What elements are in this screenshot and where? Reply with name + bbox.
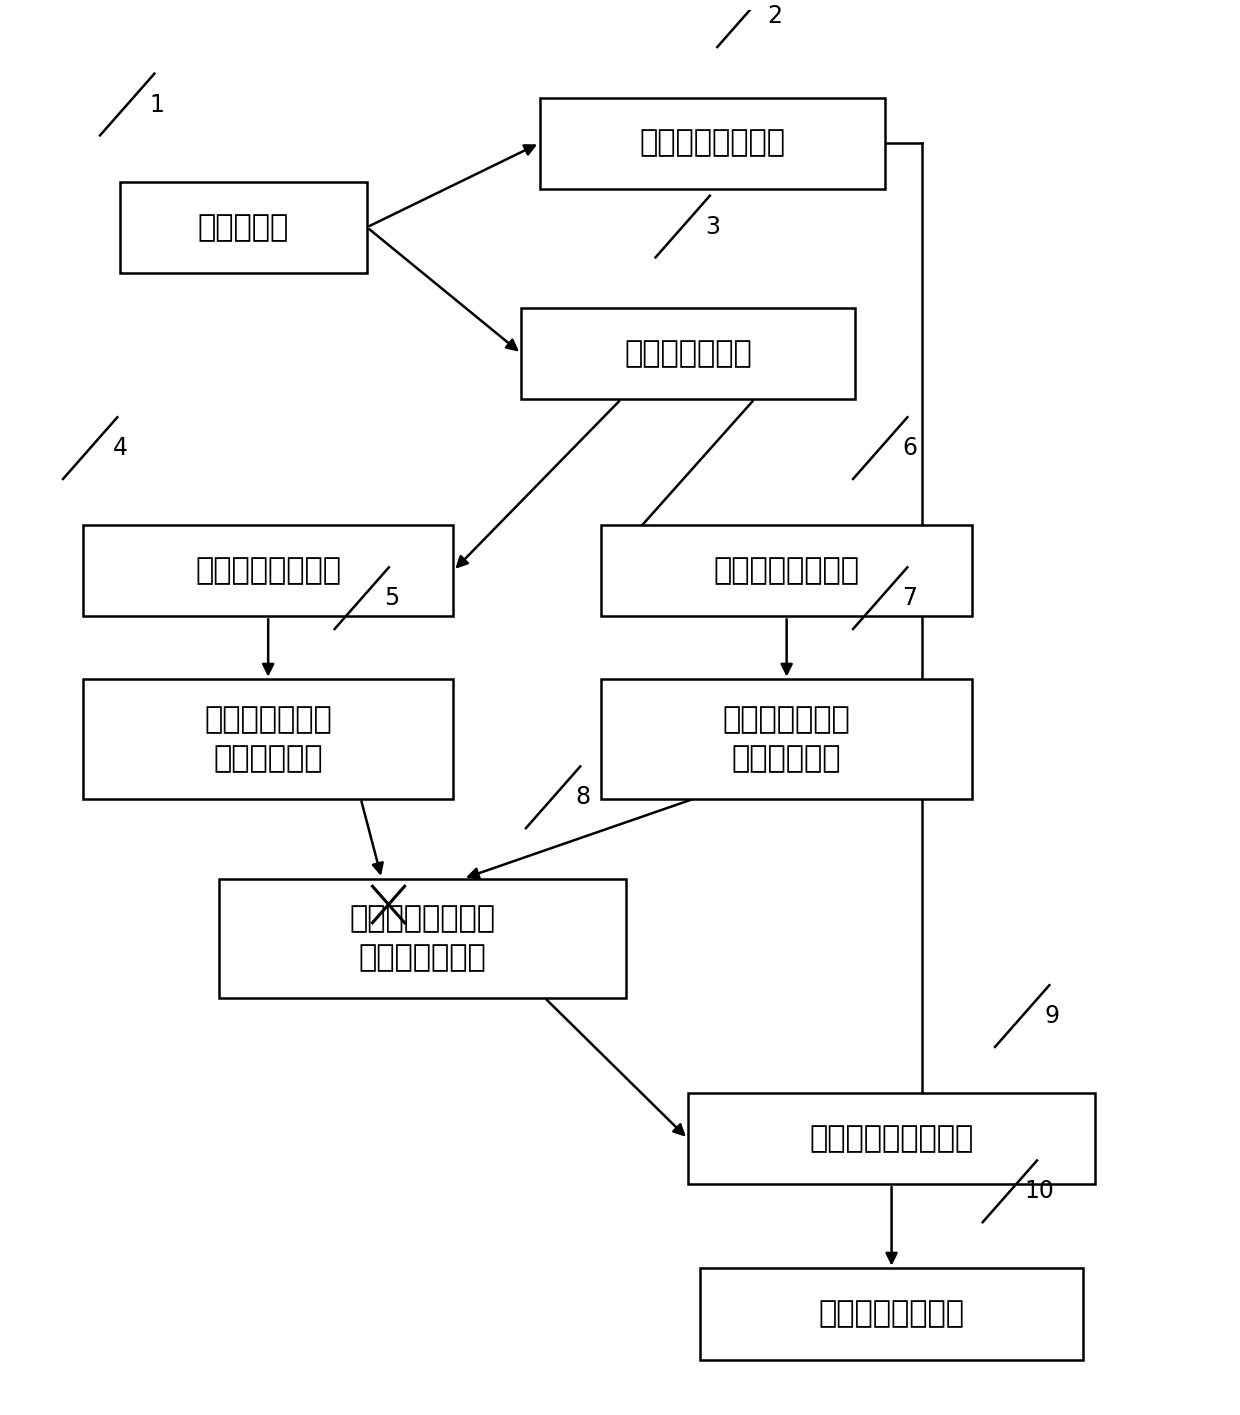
Text: 第二离差绝对值
集合计算模块: 第二离差绝对值 集合计算模块 xyxy=(723,706,851,773)
Text: 2: 2 xyxy=(766,4,781,28)
Text: 相对能量值计算模块: 相对能量值计算模块 xyxy=(810,1125,973,1153)
Bar xyxy=(83,679,454,798)
Bar xyxy=(701,1268,1083,1360)
Text: 4: 4 xyxy=(113,436,128,460)
Text: 5: 5 xyxy=(384,586,399,610)
Bar xyxy=(601,679,972,798)
Bar xyxy=(218,879,626,998)
Text: 光纤振动判断模块: 光纤振动判断模块 xyxy=(818,1299,965,1329)
Text: 6: 6 xyxy=(903,436,918,460)
Text: 3: 3 xyxy=(706,215,720,239)
Text: 第二光功率探测器: 第二光功率探测器 xyxy=(195,556,341,586)
Text: 第一离差绝对值
集合计算模块: 第一离差绝对值 集合计算模块 xyxy=(205,706,332,773)
Text: 9: 9 xyxy=(1044,1005,1059,1029)
Text: 8: 8 xyxy=(575,785,590,809)
Text: 双偏振态检偏器: 双偏振态检偏器 xyxy=(624,340,751,368)
Bar xyxy=(83,525,454,617)
Bar xyxy=(539,98,885,188)
Text: 1: 1 xyxy=(150,92,165,116)
Bar xyxy=(601,525,972,617)
Text: 第一分光器: 第一分光器 xyxy=(198,212,289,242)
Text: 第三光功率探测器: 第三光功率探测器 xyxy=(714,556,859,586)
Bar xyxy=(120,181,367,273)
Bar xyxy=(688,1094,1095,1184)
Bar xyxy=(521,308,854,399)
Text: 第一光功率探测器: 第一光功率探测器 xyxy=(640,129,786,157)
Text: 10: 10 xyxy=(1024,1179,1055,1203)
Text: 7: 7 xyxy=(903,586,918,610)
Text: 双偏振态能量绝对
值集合计算模块: 双偏振态能量绝对 值集合计算模块 xyxy=(350,904,496,972)
